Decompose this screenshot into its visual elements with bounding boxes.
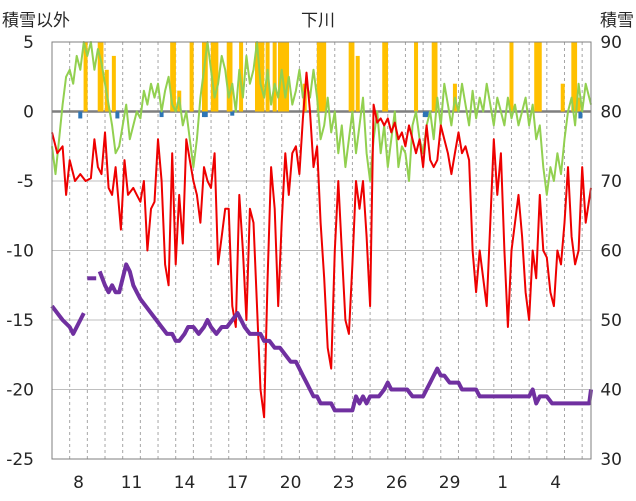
bar [99, 42, 104, 112]
series-line [97, 262, 593, 413]
bar [509, 42, 514, 112]
right-tick-label: 50 [600, 311, 622, 331]
x-tick-label: 23 [333, 473, 355, 493]
x-tick-label: 17 [227, 473, 249, 493]
left-tick-label: 5 [23, 33, 34, 53]
series-line [50, 304, 86, 336]
left-tick-label: -25 [6, 450, 34, 470]
left-tick-label: -20 [6, 381, 34, 401]
right-tick-label: 30 [600, 450, 622, 470]
bar [203, 42, 208, 112]
bar [424, 111, 429, 118]
bar [322, 42, 327, 112]
bar [537, 42, 542, 112]
series-line [51, 41, 592, 196]
x-tick-label: 26 [386, 473, 408, 493]
bar [560, 83, 565, 112]
bar [573, 42, 578, 112]
bar [355, 55, 360, 112]
x-tick-label: 29 [439, 473, 461, 493]
bar [83, 42, 88, 112]
bar [384, 42, 389, 112]
right-tick-label: 60 [600, 242, 622, 262]
bar [78, 111, 83, 119]
line-series [50, 41, 593, 419]
right-tick-label: 90 [600, 33, 622, 53]
bar [111, 55, 116, 112]
right-tick-label: 80 [600, 103, 622, 123]
plot-frame [51, 41, 592, 460]
bar [171, 42, 176, 112]
right-axis-label: 積雪 [600, 11, 634, 31]
bar [189, 42, 194, 112]
bar [214, 42, 219, 112]
left-tick-label: -10 [6, 242, 34, 262]
bar [578, 111, 583, 119]
bar [260, 42, 265, 112]
bar [203, 111, 208, 118]
left-axis-label: 積雪以外 [2, 11, 70, 31]
plot-border [51, 41, 592, 460]
bar [230, 111, 235, 116]
right-tick-label: 70 [600, 172, 622, 192]
left-tick-label: -15 [6, 311, 34, 331]
x-tick-label: 8 [73, 473, 84, 493]
chart-title: 下川 [301, 11, 335, 31]
bar [576, 97, 581, 112]
x-tick-label: 1 [497, 473, 508, 493]
x-tick-label: 20 [280, 473, 302, 493]
bar [228, 42, 233, 112]
x-tick-label: 4 [550, 473, 561, 493]
x-tick-label: 14 [174, 473, 196, 493]
bar [115, 111, 120, 119]
bar [350, 42, 355, 112]
bar [159, 111, 164, 118]
bar [414, 42, 419, 112]
right-tick-label: 40 [600, 381, 622, 401]
bar-series [78, 42, 583, 119]
series-line [51, 71, 592, 419]
bar [272, 42, 277, 112]
bar [433, 42, 438, 112]
bar [285, 42, 290, 112]
left-tick-label: -5 [17, 172, 34, 192]
x-tick-label: 11 [121, 473, 143, 493]
left-tick-label: 0 [23, 103, 34, 123]
